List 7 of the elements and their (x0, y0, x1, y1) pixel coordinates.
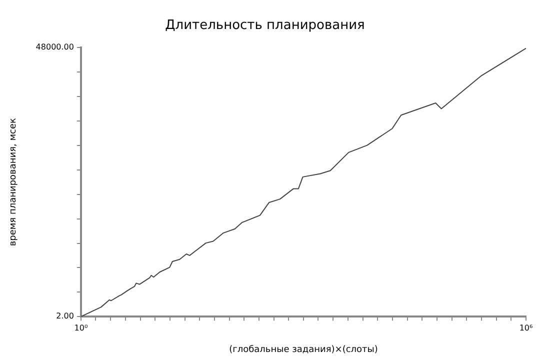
y-axis-title: время планирования, мсек (8, 117, 19, 246)
chart-title: Длительность планирования (165, 18, 365, 34)
y-tick-label: 48000.00 (36, 42, 74, 52)
x-tick-label: 10⁰ (74, 323, 88, 332)
x-axis-title: (глобальные задания)×(слоты) (229, 344, 378, 355)
y-tick-label: 2.00 (56, 312, 74, 321)
x-tick-label: 10⁶ (519, 323, 533, 332)
